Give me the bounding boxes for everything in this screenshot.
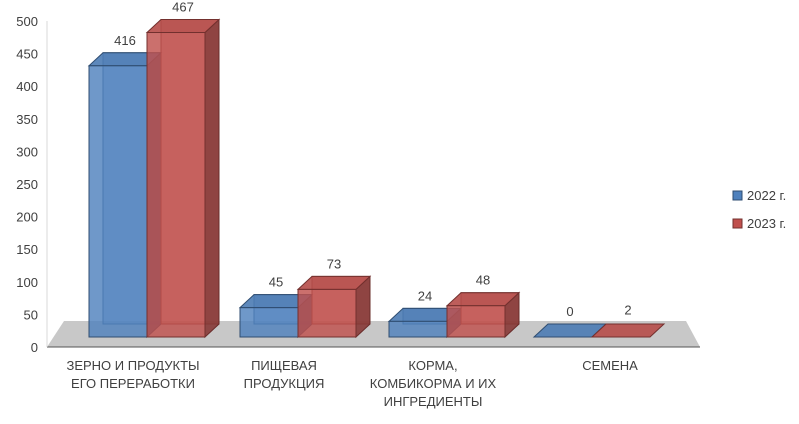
data-label: 2 bbox=[624, 303, 631, 318]
bar-2023-cat-1 bbox=[296, 275, 372, 339]
bar-2023-cat-3 bbox=[590, 323, 666, 338]
data-label: 0 bbox=[566, 304, 573, 319]
legend-label: 2022 г. bbox=[747, 188, 786, 203]
y-tick-label: 150 bbox=[16, 242, 38, 257]
data-label: 416 bbox=[114, 33, 136, 48]
data-label: 48 bbox=[476, 273, 490, 288]
data-label: 24 bbox=[418, 288, 432, 303]
legend-swatch bbox=[732, 190, 743, 201]
y-tick-label: 500 bbox=[16, 14, 38, 29]
y-tick-label: 50 bbox=[24, 307, 38, 322]
y-tick-label: 400 bbox=[16, 79, 38, 94]
data-label: 45 bbox=[269, 275, 283, 290]
y-tick-label: 350 bbox=[16, 112, 38, 127]
x-tick-label: ПИЩЕВАЯ bbox=[251, 358, 317, 373]
x-tick-label: ЕГО ПЕРЕРАБОТКИ bbox=[71, 376, 195, 391]
y-tick-label: 450 bbox=[16, 47, 38, 62]
x-tick-label: ЗЕРНО И ПРОДУКТЫ bbox=[66, 358, 199, 373]
y-tick-label: 250 bbox=[16, 177, 38, 192]
legend-swatch bbox=[732, 218, 743, 229]
data-label: 73 bbox=[327, 256, 341, 271]
x-tick-label: ИНГРЕДИЕНТЫ bbox=[384, 394, 483, 409]
legend-label: 2023 г. bbox=[747, 216, 786, 231]
x-tick-label: КОМБИКОРМА И ИХ bbox=[370, 376, 497, 391]
data-label: 467 bbox=[172, 0, 194, 15]
y-tick-label: 200 bbox=[16, 210, 38, 225]
x-tick-label: СЕМЕНА bbox=[582, 358, 638, 373]
y-tick-label: 0 bbox=[31, 340, 38, 355]
y-tick-label: 100 bbox=[16, 275, 38, 290]
x-tick-label: ПРОДУКЦИЯ bbox=[244, 376, 325, 391]
bar-2023-cat-2 bbox=[445, 291, 521, 339]
bar-2023-cat-0 bbox=[145, 18, 221, 339]
x-tick-label: КОРМА, bbox=[408, 358, 457, 373]
y-tick-label: 300 bbox=[16, 144, 38, 159]
